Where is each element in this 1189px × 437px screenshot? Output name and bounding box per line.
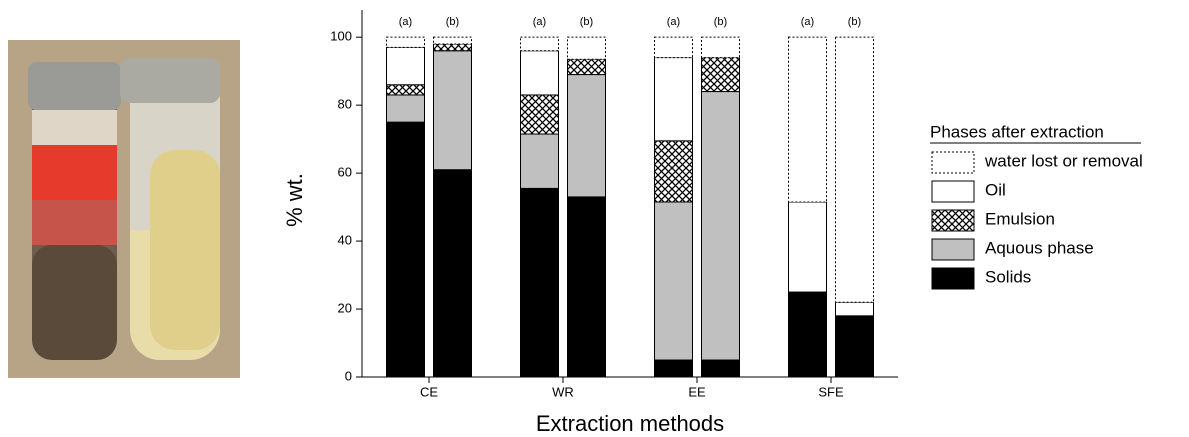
legend-swatch (931, 180, 975, 203)
bar-segment (567, 74, 606, 198)
legend-label: Aquous phase (985, 238, 1094, 257)
bar-segment (788, 36, 827, 203)
bar-label: (b) (714, 16, 727, 28)
y-tick-label: 0 (345, 368, 352, 383)
legend-title: Phases after extraction (930, 122, 1104, 141)
y-tick-label: 40 (338, 233, 352, 248)
legend-label: Solids (985, 267, 1031, 286)
bar-label: (a) (801, 16, 814, 28)
bar-segment (386, 36, 425, 48)
bar-segment (835, 315, 874, 378)
legend-label: Oil (985, 180, 1006, 199)
legend-swatch (931, 238, 975, 261)
bar-segment (386, 46, 425, 86)
bar-segment (788, 201, 827, 293)
bar-segment (654, 57, 693, 142)
bar-segment (567, 58, 606, 76)
bar-segment (788, 291, 827, 378)
bar-segment (654, 359, 693, 378)
bar-segment (701, 36, 740, 59)
bar-segment (520, 187, 559, 378)
x-tick-label: SFE (818, 384, 844, 399)
y-tick-label: 100 (330, 29, 352, 44)
photo (8, 40, 240, 378)
y-axis-label: % wt. (282, 173, 307, 227)
bar-label: (b) (580, 16, 593, 28)
bar-segment (701, 359, 740, 378)
x-axis-label: Extraction methods (536, 411, 724, 436)
y-tick-label: 20 (338, 300, 352, 315)
bar-label: (b) (446, 16, 459, 28)
bar-segment (567, 196, 606, 378)
y-tick-label: 60 (338, 165, 352, 180)
legend-swatch (931, 267, 975, 290)
x-tick-label: CE (420, 384, 438, 399)
bar-segment (386, 94, 425, 123)
bar-segment (386, 84, 425, 96)
legend-swatch (931, 209, 975, 232)
bar-label: (a) (667, 16, 680, 28)
bar-label: (b) (848, 16, 861, 28)
bar-segment (654, 201, 693, 361)
bar-segment (520, 133, 559, 189)
bar-segment (433, 43, 472, 52)
legend-label: water lost or removal (984, 151, 1143, 170)
bar-segment (520, 36, 559, 52)
bar-segment (654, 36, 693, 59)
bar-segment (386, 121, 425, 378)
bar-segment (835, 301, 874, 317)
bar-segment (567, 36, 606, 60)
bar-segment (520, 94, 559, 135)
bar-segment (520, 50, 559, 96)
bar-label: (a) (533, 16, 546, 28)
bar-segment (433, 36, 472, 45)
legend-swatch (931, 151, 975, 174)
bar-segment (433, 50, 472, 171)
x-tick-label: EE (688, 384, 706, 399)
x-tick-label: WR (552, 384, 574, 399)
legend-label: Emulsion (985, 209, 1055, 228)
bar-segment (654, 140, 693, 203)
bar-segment (835, 36, 874, 303)
bar-segment (701, 91, 740, 361)
bar-segment (701, 57, 740, 93)
y-tick-label: 80 (338, 97, 352, 112)
bar-label: (a) (399, 16, 412, 28)
bar-segment (433, 169, 472, 378)
